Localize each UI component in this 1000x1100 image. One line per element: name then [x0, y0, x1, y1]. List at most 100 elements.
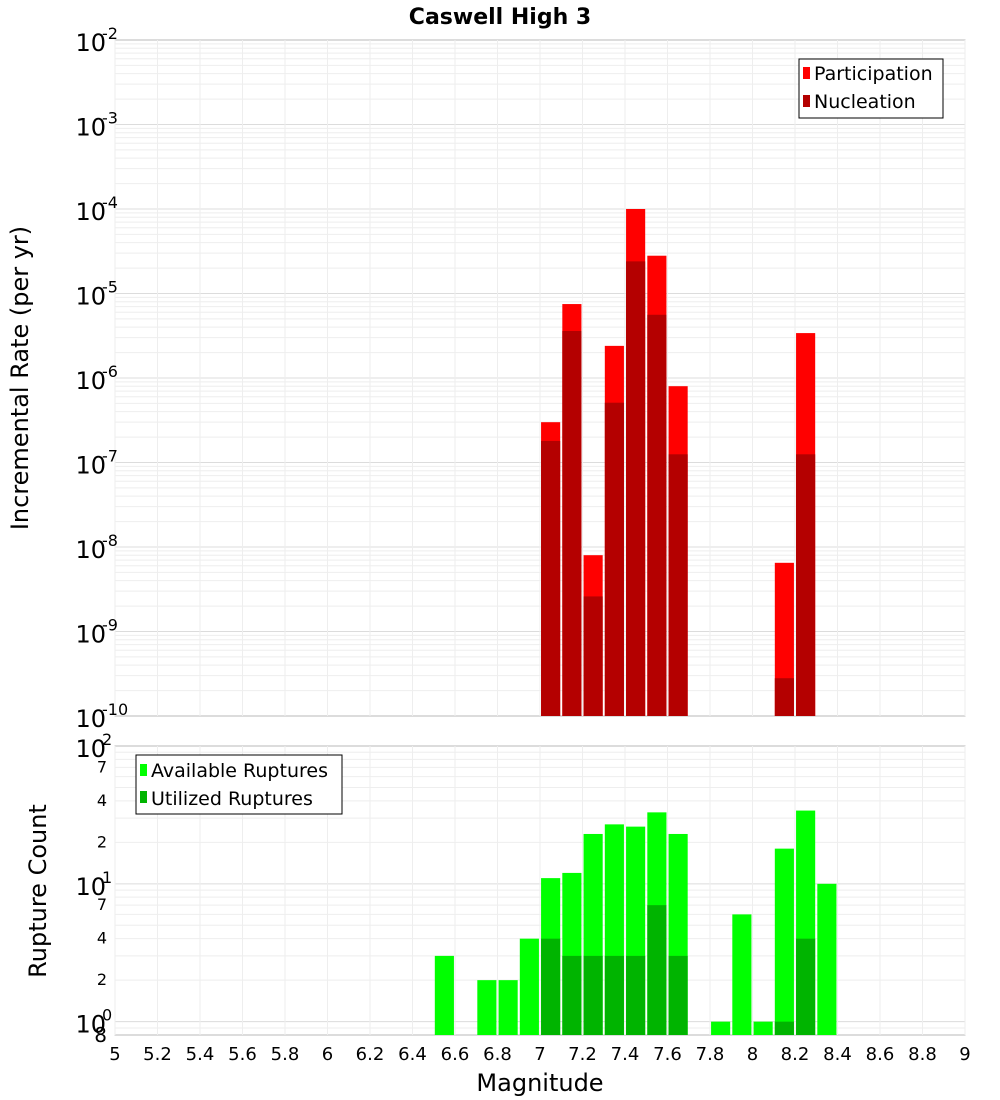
bottom-y-minor-tick-label: 2 — [97, 832, 107, 851]
x-tick-label: 5 — [109, 1044, 120, 1065]
legend-swatch-nucleation — [803, 95, 810, 107]
bottom-bar-s2 — [541, 938, 561, 1035]
top-y-tick-exponent: -4 — [102, 193, 118, 212]
bottom-y-minor-tick-label: 8 — [94, 1023, 107, 1047]
bottom-bar-s1 — [711, 1021, 731, 1035]
x-tick-label: 6.8 — [483, 1044, 512, 1065]
top-y-tick-base: 10 — [75, 536, 106, 564]
top-y-tick-exponent: -10 — [102, 700, 128, 719]
top-bar-s2 — [647, 314, 667, 716]
bottom-y-tick-exponent: 2 — [102, 730, 112, 749]
x-tick-label: 8.6 — [866, 1044, 895, 1065]
top-bar-s2 — [583, 596, 603, 716]
top-y-tick-exponent: -6 — [102, 362, 118, 381]
bottom-bar-s2 — [668, 955, 688, 1035]
top-y-tick-exponent: -3 — [102, 109, 118, 128]
bottom-bar-s2 — [774, 1021, 794, 1035]
x-tick-label: 8 — [747, 1044, 758, 1065]
chart-title: Caswell High 3 — [409, 5, 591, 30]
x-tick-label: 7.8 — [696, 1044, 725, 1065]
x-tick-label: 8.8 — [908, 1044, 937, 1065]
top-y-tick-base: 10 — [75, 367, 106, 395]
x-tick-label: 7.2 — [568, 1044, 597, 1065]
top-bar-s2 — [626, 261, 646, 716]
x-tick-label: 6.4 — [398, 1044, 427, 1065]
bottom-bar-s1 — [817, 883, 837, 1035]
top-bar-s2 — [541, 440, 561, 716]
x-tick-label: 5.4 — [186, 1044, 215, 1065]
top-y-tick-base: 10 — [75, 198, 106, 226]
bottom-y-tick-exponent: 0 — [102, 1006, 112, 1025]
x-tick-label: 5.6 — [228, 1044, 257, 1065]
top-bar-s2 — [562, 330, 582, 716]
bottom-y-tick-base: 10 — [75, 873, 106, 901]
x-tick-label: 9 — [959, 1044, 970, 1065]
legend-swatch-utilized — [140, 791, 147, 803]
x-tick-label: 7.6 — [653, 1044, 682, 1065]
top-bars — [541, 209, 816, 716]
x-tick-labels: 5 5.2 5.4 5.6 5.8 6 6.2 6.4 6.6 6.8 7 7.2 7.4 7.6 7.8 8… — [109, 1044, 970, 1065]
top-y-tick-base: 10 — [75, 283, 106, 311]
bottom-legend: Available Ruptures Utilized Ruptures — [135, 754, 343, 815]
top-y-tick-exponent: -5 — [102, 278, 118, 297]
bottom-y-minor-tick-label: 2 — [97, 970, 107, 989]
bottom-bar-s2 — [562, 955, 582, 1035]
legend-swatch-available — [140, 764, 147, 776]
x-tick-label: 7.4 — [611, 1044, 640, 1065]
top-gridlines — [114, 40, 966, 716]
bottom-bar-s2 — [583, 955, 603, 1035]
bottom-bar-s2 — [626, 955, 646, 1035]
legend-label-participation: Participation — [814, 63, 933, 85]
bottom-bar-s1 — [498, 980, 518, 1035]
top-y-tick-base: 10 — [75, 452, 106, 480]
bottom-bar-s1 — [753, 1021, 773, 1035]
top-bar-s2 — [604, 402, 624, 716]
top-y-tick-exponent: -7 — [102, 447, 118, 466]
x-tick-label: 5.8 — [271, 1044, 300, 1065]
top-bar-s2 — [774, 678, 794, 716]
bottom-y-axis-label: Rupture Count — [24, 804, 52, 978]
x-tick-label: 8.2 — [781, 1044, 810, 1065]
bottom-y-minor-tick-label: 4 — [97, 929, 107, 948]
bottom-y-tick-exponent: 1 — [102, 868, 112, 887]
top-legend: Participation Nucleation — [798, 58, 944, 119]
bottom-bar-s1 — [774, 848, 794, 1035]
bottom-bar-s1 — [434, 955, 454, 1035]
legend-label-available: Available Ruptures — [151, 760, 328, 782]
top-bar-s1 — [774, 562, 794, 716]
x-tick-label: 6.2 — [356, 1044, 385, 1065]
bottom-bar-s1 — [519, 938, 539, 1035]
x-tick-label: 6.6 — [441, 1044, 470, 1065]
top-y-tick-base: 10 — [75, 621, 106, 649]
top-y-tick-base: 10 — [75, 705, 106, 733]
x-tick-label: 8.4 — [823, 1044, 852, 1065]
top-y-tick-base: 10 — [75, 114, 106, 142]
top-y-axis-label: Incremental Rate (per yr) — [6, 226, 34, 530]
x-tick-label: 5.2 — [143, 1044, 172, 1065]
x-axis-label: Magnitude — [476, 1069, 603, 1097]
bottom-bar-s1 — [477, 980, 497, 1035]
bottom-y-minor-tick-label: 7 — [97, 757, 107, 776]
top-y-tick-base: 10 — [75, 29, 106, 57]
top-legend-box — [798, 58, 944, 119]
bottom-y-minor-tick-label: 4 — [97, 791, 107, 810]
bottom-bar-s2 — [604, 955, 624, 1035]
legend-swatch-participation — [803, 67, 810, 79]
top-bar-s2 — [796, 454, 816, 716]
bottom-bar-s1 — [732, 914, 752, 1035]
bottom-bar-s2 — [796, 938, 816, 1035]
bottom-y-minor-tick-label: 7 — [97, 895, 107, 914]
bottom-bars — [434, 810, 837, 1035]
bottom-bar-s2 — [647, 905, 667, 1035]
top-y-tick-exponent: -8 — [102, 531, 118, 550]
x-tick-label: 7 — [534, 1044, 545, 1065]
bottom-legend-box — [135, 754, 343, 815]
top-bar-s2 — [668, 454, 688, 716]
legend-label-nucleation: Nucleation — [814, 91, 916, 113]
bottom-y-tick-base: 10 — [75, 1011, 106, 1039]
